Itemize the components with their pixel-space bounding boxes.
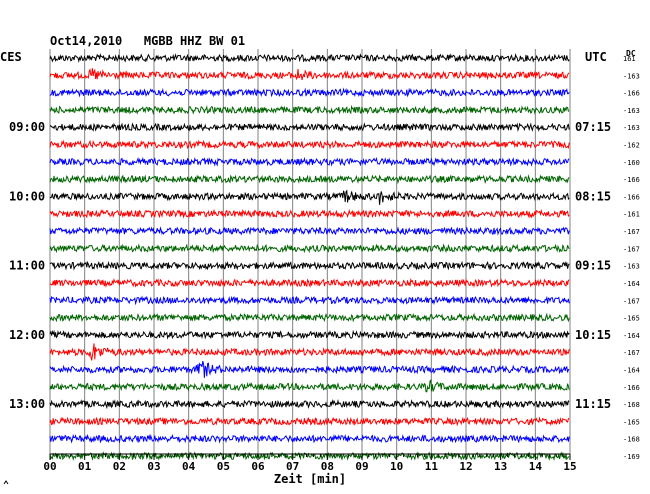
- dc-value: 161: [623, 55, 636, 63]
- dc-value: -166: [623, 176, 640, 184]
- dc-value: -166: [623, 384, 640, 392]
- right-time-label: 10:15: [575, 328, 611, 342]
- dc-value: -163: [623, 72, 640, 80]
- dc-value: -165: [623, 418, 640, 426]
- dc-value: -163: [623, 263, 640, 271]
- trace-row: [49, 260, 570, 271]
- dc-value: -166: [623, 90, 640, 98]
- x-tick-label: 05: [217, 460, 230, 473]
- trace-row: [49, 174, 570, 185]
- row-labels: 09:00 10:00 11:00 12:00 13:00 07:15 08:15 09:15…: [9, 55, 640, 461]
- dc-header: DC: [626, 49, 636, 58]
- left-time-label: 09:00: [9, 120, 45, 134]
- dc-value: -167: [623, 349, 640, 357]
- trace-row: [49, 226, 570, 236]
- dc-value: -164: [623, 332, 640, 340]
- dc-value: -162: [623, 142, 640, 150]
- trace-row: [49, 68, 570, 81]
- trace-row: [49, 104, 570, 116]
- x-tick-label: 01: [78, 460, 92, 473]
- dc-value: -167: [623, 297, 640, 305]
- dc-value: -167: [623, 245, 640, 253]
- trace-row: [49, 329, 570, 340]
- corner-mark-icon: [3, 480, 9, 485]
- dc-value: -168: [623, 401, 640, 409]
- trace-row: [49, 156, 570, 167]
- x-tick-label: 13: [494, 460, 507, 473]
- trace-row: [49, 53, 570, 63]
- trace-group: [49, 53, 570, 462]
- trace-row: [49, 87, 570, 98]
- dc-value: -163: [623, 124, 640, 132]
- trace-row: [49, 295, 570, 306]
- left-time-label: 13:00: [9, 397, 45, 411]
- dc-value: -169: [623, 453, 640, 461]
- x-tick-label: 04: [182, 460, 196, 473]
- dc-value: -164: [623, 280, 640, 288]
- right-time-label: 07:15: [575, 120, 611, 134]
- x-tick-label: 03: [147, 460, 160, 473]
- left-time-label: 12:00: [9, 328, 45, 342]
- trace-row: [49, 277, 570, 288]
- left-time-label: 10:00: [9, 189, 45, 203]
- x-tick-label: 14: [529, 460, 543, 473]
- trace-row: [49, 399, 570, 410]
- trace-row: [49, 312, 570, 323]
- trace-row: [49, 208, 570, 219]
- dc-value: -161: [623, 211, 640, 219]
- x-tick-label: 15: [563, 460, 576, 473]
- trace-row: [49, 243, 570, 254]
- x-tick-label: 08: [321, 460, 334, 473]
- x-tick-label: 11: [425, 460, 439, 473]
- dc-value: -163: [623, 107, 640, 115]
- dc-value: -166: [623, 193, 640, 201]
- x-tick-label: 07: [286, 460, 299, 473]
- right-time-label: 11:15: [575, 397, 611, 411]
- x-axis: 00 01 02 03 04 05 06 07 08 09 10 11 12 13 14 15: [43, 453, 577, 473]
- right-time-label: 09:15: [575, 259, 611, 273]
- dc-value: -164: [623, 366, 640, 374]
- x-tick-label: 09: [355, 460, 368, 473]
- right-time-label: 08:15: [575, 189, 611, 203]
- trace-row: [49, 139, 570, 150]
- dc-value: -168: [623, 436, 640, 444]
- chart-title: Oct14,2010 MGBB HHZ BW 01: [50, 34, 245, 48]
- dc-value: -165: [623, 315, 640, 323]
- x-tick-label: 02: [113, 460, 126, 473]
- x-tick-label: 12: [459, 460, 472, 473]
- dc-value: -160: [623, 159, 640, 167]
- x-tick-label: 10: [390, 460, 403, 473]
- right-timezone-label: UTC: [585, 50, 607, 64]
- x-tick-label: 00: [43, 460, 56, 473]
- trace-row: [49, 189, 570, 205]
- trace-row: [49, 433, 570, 444]
- left-timezone-label: CES: [0, 50, 22, 64]
- trace-row: [49, 122, 570, 133]
- trace-row: [49, 360, 570, 378]
- left-time-label: 11:00: [9, 259, 45, 273]
- trace-row: [49, 416, 570, 427]
- x-tick-label: 06: [251, 460, 265, 473]
- trace-row: [49, 343, 570, 361]
- dc-value: -167: [623, 228, 640, 236]
- trace-row: [49, 378, 570, 393]
- x-axis-label: Zeit [min]: [274, 472, 346, 486]
